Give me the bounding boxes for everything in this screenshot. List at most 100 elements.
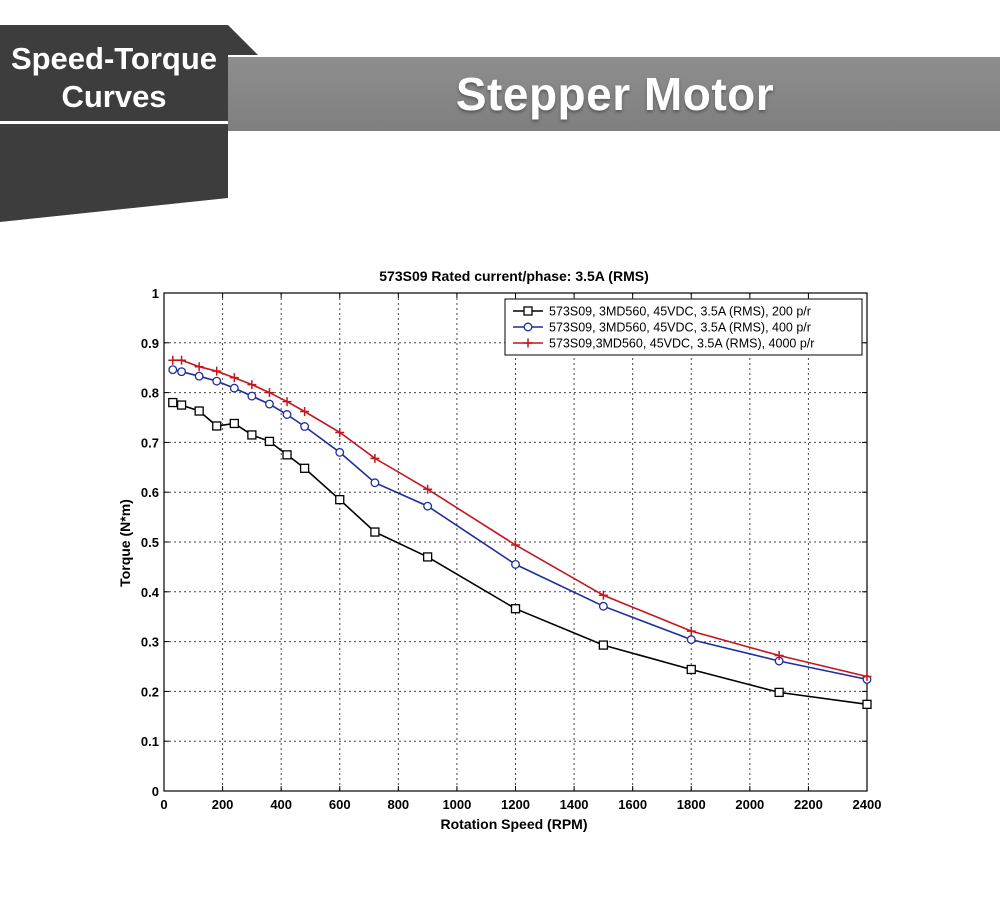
data-point	[370, 453, 380, 463]
data-point	[212, 376, 222, 386]
data-point	[265, 399, 274, 409]
data-point	[598, 601, 608, 611]
y-tick-label: 0.5	[141, 535, 159, 550]
data-point	[862, 699, 872, 709]
legend-entry: 573S09, 3MD560, 45VDC, 3.5A (RMS), 200 p…	[513, 305, 811, 319]
data-point	[168, 365, 178, 375]
data-point	[247, 430, 257, 440]
data-point	[282, 410, 292, 419]
x-tick-label: 1600	[618, 797, 647, 812]
data-point	[229, 418, 239, 429]
y-tick-label: 0.2	[141, 684, 159, 699]
x-axis-label: Rotation Speed (RPM)	[441, 816, 588, 832]
y-tick-label: 0.9	[141, 336, 159, 351]
data-point	[335, 495, 345, 505]
data-point	[247, 380, 257, 390]
y-tick-label: 0.6	[141, 485, 159, 500]
x-tick-label: 1200	[501, 797, 530, 812]
x-tick-label: 1400	[560, 797, 589, 812]
legend-label: 573S09, 3MD560, 45VDC, 3.5A (RMS), 200 p…	[549, 305, 811, 319]
tag-line-2: Curves	[61, 79, 167, 114]
data-point	[300, 422, 310, 431]
x-tick-label: 1800	[677, 797, 706, 812]
data-point	[774, 651, 784, 661]
y-tick-label: 0.4	[141, 585, 160, 600]
data-point	[176, 400, 187, 410]
y-axis-label: Torque (N*m)	[117, 499, 133, 587]
y-tick-label: 1	[152, 286, 159, 301]
data-point	[299, 463, 310, 473]
legend-label: 573S09,3MD560, 45VDC, 3.5A (RMS), 4000 p…	[549, 337, 814, 351]
data-point	[264, 436, 275, 447]
data-point	[370, 478, 380, 488]
x-tick-label: 800	[387, 797, 409, 812]
legend-marker	[523, 306, 533, 316]
data-point	[598, 640, 609, 650]
legend-marker	[523, 338, 533, 348]
tag-underline	[0, 121, 228, 124]
series-2	[168, 365, 872, 684]
data-point	[335, 427, 345, 437]
data-point	[168, 355, 178, 365]
y-tick-label: 0.8	[141, 386, 159, 401]
x-tick-label: 2200	[794, 797, 823, 812]
data-point	[194, 362, 204, 372]
data-point	[862, 671, 872, 681]
data-point	[264, 388, 274, 398]
x-tick-label: 600	[329, 797, 351, 812]
tag-line-1: Speed-Torque	[10, 41, 218, 76]
x-tick-label: 1000	[442, 797, 471, 812]
data-point	[282, 397, 292, 407]
data-point	[247, 391, 257, 401]
data-point	[300, 407, 310, 417]
banner-title: Stepper Motor	[455, 68, 775, 120]
data-point	[423, 501, 433, 511]
data-point	[168, 397, 178, 408]
tick-labels: 0 200 400 600 800 1000 1200 1400 1600 1800 2000 220…	[141, 286, 882, 812]
y-tick-label: 0.1	[141, 734, 159, 749]
data-point	[177, 367, 187, 377]
data-point	[686, 626, 696, 636]
data-point	[686, 664, 696, 675]
data-point	[194, 406, 204, 416]
tag-shape	[0, 25, 258, 222]
x-tick-label: 400	[270, 797, 292, 812]
legend-marker	[523, 322, 533, 332]
data-point	[511, 540, 520, 550]
x-tick-label: 0	[160, 797, 167, 812]
data-point	[686, 635, 696, 645]
data-point	[212, 421, 222, 431]
data-point	[598, 590, 608, 600]
legend-entry: 573S09,3MD560, 45VDC, 3.5A (RMS), 4000 p…	[513, 337, 814, 351]
x-tick-label: 200	[212, 797, 234, 812]
legend-label: 573S09, 3MD560, 45VDC, 3.5A (RMS), 400 p…	[549, 321, 811, 335]
data-point	[177, 355, 187, 365]
data-point	[422, 552, 433, 562]
y-tick-label: 0.3	[141, 635, 159, 650]
tag-text: Speed-Torque Curves	[0, 40, 228, 116]
legend-entry: 573S09, 3MD560, 45VDC, 3.5A (RMS), 400 p…	[513, 321, 811, 335]
data-point	[282, 450, 292, 460]
data-point	[423, 484, 433, 494]
data-point	[335, 447, 345, 457]
data-point	[194, 371, 204, 381]
data-point	[774, 687, 784, 698]
data-point	[370, 527, 380, 537]
data-point	[511, 559, 520, 569]
y-tick-label: 0	[152, 784, 159, 799]
x-tick-label: 2400	[853, 797, 882, 812]
data-point	[229, 383, 239, 393]
chart-title: 573S09 Rated current/phase: 3.5A (RMS)	[379, 268, 648, 284]
x-tick-label: 2000	[735, 797, 764, 812]
y-tick-label: 0.7	[141, 435, 159, 450]
data-point	[212, 366, 222, 376]
series-3	[168, 355, 872, 681]
plot-frame	[163, 292, 868, 792]
data-point	[229, 373, 239, 383]
legend: 573S09, 3MD560, 45VDC, 3.5A (RMS), 200 p…	[504, 298, 863, 356]
legend-box	[504, 298, 863, 356]
series-lines	[168, 355, 872, 709]
series-1	[168, 397, 872, 709]
data-point	[510, 604, 521, 614]
